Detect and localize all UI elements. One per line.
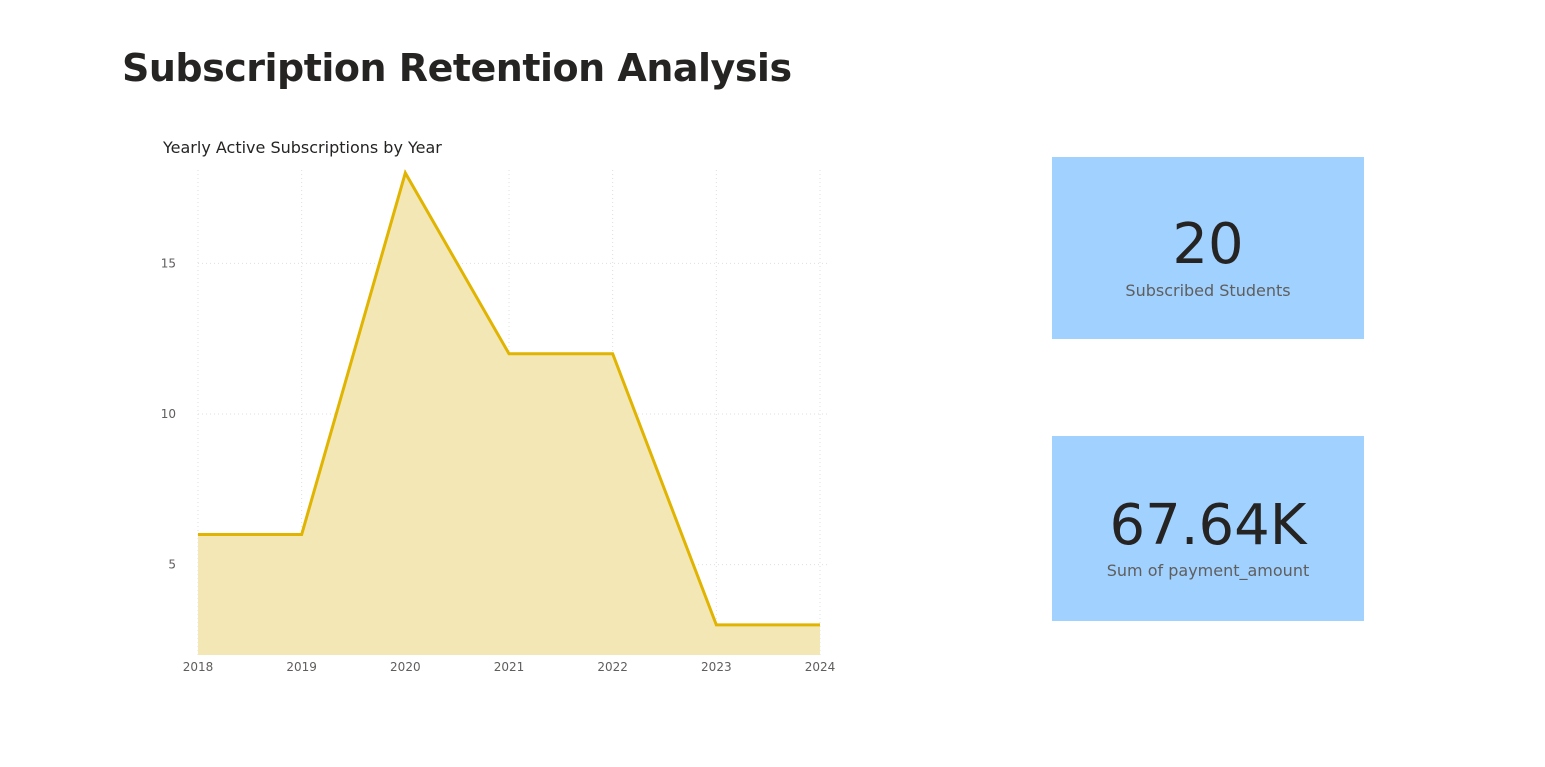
x-tick-label-2022: 2022: [597, 660, 628, 674]
y-tick-label-10: 10: [161, 407, 176, 421]
x-tick-label-2024: 2024: [805, 660, 836, 674]
y-tick-label-5: 5: [168, 558, 176, 572]
kpi-card-payment-sum[interactable]: 67.64K Sum of payment_amount: [1052, 436, 1364, 621]
page-title: Subscription Retention Analysis: [122, 46, 792, 90]
x-tick-label-2018: 2018: [183, 660, 214, 674]
x-tick-label-2021: 2021: [494, 660, 525, 674]
kpi-card-subscribed-students[interactable]: 20 Subscribed Students: [1052, 157, 1364, 339]
kpi-value-subscribed-students: 20: [1172, 212, 1244, 277]
kpi-value-payment-sum: 67.64K: [1109, 493, 1307, 558]
chart-title: Yearly Active Subscriptions by Year: [163, 138, 442, 157]
y-tick-label-15: 15: [161, 256, 176, 270]
x-tick-label-2020: 2020: [390, 660, 421, 674]
area-fill: [198, 173, 820, 655]
area-chart[interactable]: 5 10 15 2018 2019 2020 2021 2022 2023 2024: [150, 160, 850, 685]
x-tick-label-2019: 2019: [286, 660, 317, 674]
x-tick-label-2023: 2023: [701, 660, 732, 674]
kpi-label-subscribed-students: Subscribed Students: [1125, 281, 1291, 300]
series-line: [198, 169, 820, 627]
kpi-label-payment-sum: Sum of payment_amount: [1106, 561, 1310, 580]
